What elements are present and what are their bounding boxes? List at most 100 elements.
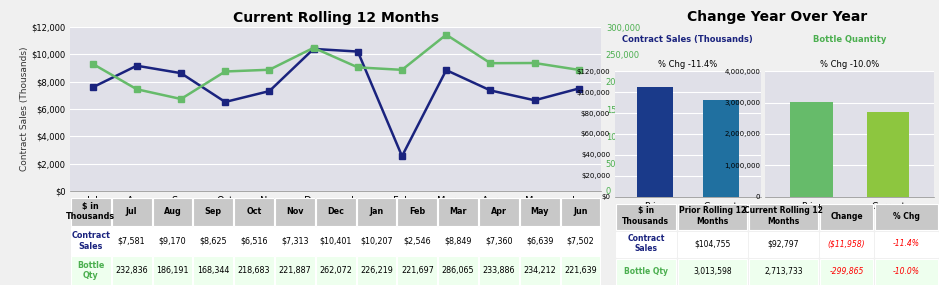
Text: Apr: Apr — [491, 207, 507, 216]
Text: Aug: Aug — [163, 207, 181, 216]
Text: Contract
Sales: Contract Sales — [71, 231, 110, 251]
Bar — [520, 256, 560, 285]
Text: Change Year Over Year: Change Year Over Year — [687, 10, 867, 24]
Text: $2,546: $2,546 — [404, 236, 431, 245]
Text: $ in
Thousands: $ in Thousands — [623, 206, 670, 226]
Text: $7,581: $7,581 — [117, 236, 146, 245]
Bar — [561, 227, 600, 256]
Text: 2,713,733: 2,713,733 — [764, 267, 803, 276]
Text: Contract Sales (Thousands): Contract Sales (Thousands) — [623, 35, 753, 44]
Text: % Chg: % Chg — [893, 212, 920, 221]
Text: 221,697: 221,697 — [401, 266, 434, 275]
Text: $7,502: $7,502 — [566, 236, 594, 245]
Bar — [820, 231, 873, 257]
Text: 233,886: 233,886 — [483, 266, 516, 275]
Text: Jan: Jan — [369, 207, 384, 216]
Bar — [439, 227, 478, 256]
Bar — [616, 204, 676, 230]
Bar — [397, 198, 438, 226]
Text: % Chg -11.4%: % Chg -11.4% — [658, 60, 717, 70]
Text: -11.4%: -11.4% — [893, 239, 920, 248]
Bar — [875, 259, 938, 285]
Bar — [748, 231, 818, 257]
Text: 218,683: 218,683 — [238, 266, 270, 275]
Bar — [234, 227, 274, 256]
Text: 221,887: 221,887 — [279, 266, 311, 275]
Bar — [791, 102, 833, 197]
Text: Dec: Dec — [328, 207, 344, 216]
Bar — [616, 231, 676, 257]
Text: $7,360: $7,360 — [485, 236, 513, 245]
Bar — [678, 259, 747, 285]
Text: Contract
Sales: Contract Sales — [627, 234, 665, 253]
Text: Prior Rolling 12
Months: Prior Rolling 12 Months — [679, 206, 746, 226]
Bar — [71, 256, 111, 285]
Text: -10.0%: -10.0% — [893, 267, 920, 276]
Bar — [112, 198, 151, 226]
Bar — [561, 198, 600, 226]
Bar — [637, 87, 673, 197]
Text: Change: Change — [830, 212, 863, 221]
Bar — [275, 256, 315, 285]
Bar — [234, 198, 274, 226]
Text: 226,219: 226,219 — [360, 266, 393, 275]
Text: $10,401: $10,401 — [319, 236, 352, 245]
Bar — [397, 227, 438, 256]
Text: Bottle Quantity: Bottle Quantity — [813, 35, 886, 44]
Text: 234,212: 234,212 — [523, 266, 556, 275]
Bar — [316, 256, 356, 285]
Text: $8,625: $8,625 — [199, 236, 227, 245]
Bar — [152, 256, 192, 285]
Bar — [439, 198, 478, 226]
Bar — [357, 198, 396, 226]
Text: $6,516: $6,516 — [240, 236, 268, 245]
Bar — [275, 227, 315, 256]
Bar — [112, 256, 151, 285]
Text: Oct: Oct — [246, 207, 262, 216]
Bar — [357, 227, 396, 256]
Bar — [616, 259, 676, 285]
Text: % Chg -10.0%: % Chg -10.0% — [820, 60, 880, 70]
Text: 262,072: 262,072 — [319, 266, 352, 275]
Text: 221,639: 221,639 — [564, 266, 597, 275]
Text: 3,013,598: 3,013,598 — [693, 267, 731, 276]
Text: Bottle Qty: Bottle Qty — [623, 267, 668, 276]
Text: Mar: Mar — [450, 207, 467, 216]
Bar — [867, 111, 909, 197]
Text: May: May — [531, 207, 549, 216]
Bar — [234, 256, 274, 285]
Bar — [702, 100, 739, 197]
Text: $ in
Thousands: $ in Thousands — [67, 202, 115, 221]
Bar — [357, 256, 396, 285]
Text: $104,755: $104,755 — [694, 239, 731, 248]
Bar — [439, 256, 478, 285]
Bar — [71, 227, 111, 256]
Bar — [193, 256, 233, 285]
Bar — [193, 198, 233, 226]
Text: $92,797: $92,797 — [768, 239, 799, 248]
Text: Jul: Jul — [126, 207, 137, 216]
Bar — [152, 227, 192, 256]
Text: Jun: Jun — [574, 207, 588, 216]
Bar — [275, 198, 315, 226]
Title: Current Rolling 12 Months: Current Rolling 12 Months — [233, 11, 439, 25]
Text: Bottle
Qty: Bottle Qty — [77, 260, 104, 280]
Text: $10,207: $10,207 — [361, 236, 393, 245]
Text: Sep: Sep — [205, 207, 222, 216]
Bar — [479, 227, 519, 256]
Bar — [520, 198, 560, 226]
Bar — [71, 198, 111, 226]
Bar — [561, 256, 600, 285]
Bar — [875, 231, 938, 257]
Text: Nov: Nov — [286, 207, 303, 216]
Bar — [678, 231, 747, 257]
Text: Feb: Feb — [409, 207, 425, 216]
Bar — [820, 204, 873, 230]
Y-axis label: Bottle Qty: Bottle Qty — [643, 86, 652, 132]
Bar — [152, 198, 192, 226]
Text: $6,639: $6,639 — [526, 236, 553, 245]
Y-axis label: Contract Sales (Thousands): Contract Sales (Thousands) — [20, 47, 28, 171]
Bar — [748, 259, 818, 285]
Bar — [479, 256, 519, 285]
Bar — [316, 227, 356, 256]
